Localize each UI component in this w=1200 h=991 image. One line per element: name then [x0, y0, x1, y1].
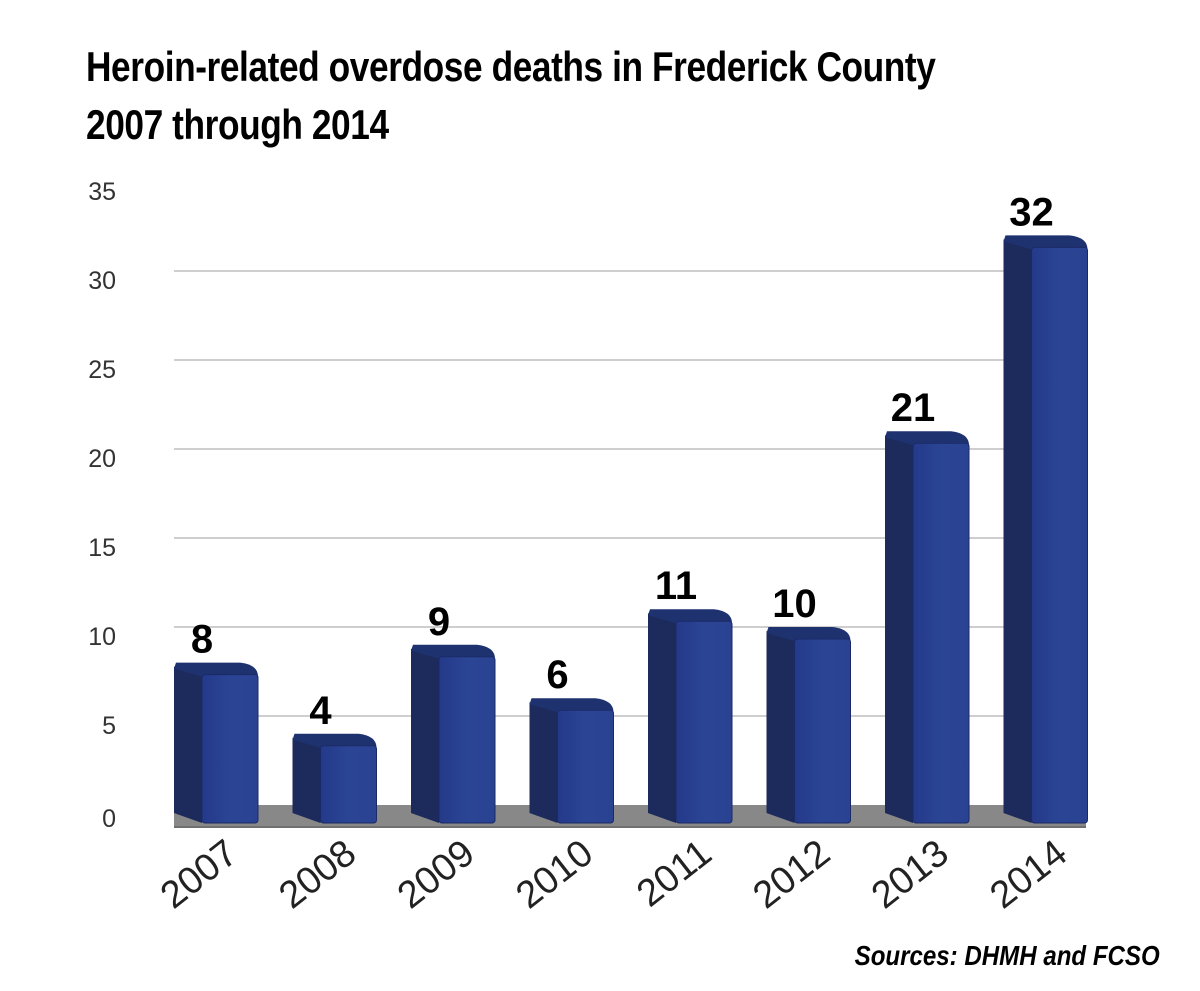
bar-side-2008	[292, 737, 321, 823]
data-label-2009: 9	[428, 600, 450, 644]
x-tick-label-2009: 2009	[390, 832, 482, 917]
data-label-2011: 11	[655, 564, 697, 608]
y-tick-label: 20	[88, 445, 116, 473]
bar-2008	[320, 745, 377, 824]
y-tick-label: 25	[88, 356, 116, 384]
bar-2007	[201, 674, 259, 824]
x-tick-label-2012: 2012	[746, 832, 838, 917]
x-tick-label-2010: 2010	[509, 832, 601, 917]
bar-2014	[1031, 246, 1088, 824]
bar-top-2012	[766, 627, 851, 641]
bar-2011	[675, 620, 733, 824]
bar-side-2010	[529, 702, 558, 823]
x-tick-label-2008: 2008	[272, 832, 364, 917]
y-tick-label: 15	[88, 534, 116, 562]
data-label-2008: 4	[309, 689, 332, 733]
data-label-2014: 32	[1009, 190, 1054, 234]
bar-2009	[438, 656, 496, 824]
x-tick-label-2014: 2014	[983, 832, 1075, 917]
bar-top-2007	[174, 662, 258, 677]
chart-title-line-2: 2007 through 2014	[86, 101, 389, 148]
bar-top-2010	[529, 698, 614, 713]
bar-top-2009	[411, 644, 495, 659]
y-tick-label: 35	[88, 178, 116, 206]
x-tick-label-2013: 2013	[864, 832, 956, 917]
bar-top-2014	[1003, 235, 1088, 250]
bar-top-2008	[292, 733, 377, 748]
bar-side-2011	[648, 613, 676, 823]
y-tick-label: 5	[102, 712, 116, 740]
data-label-2013: 21	[891, 386, 936, 430]
data-label-2012: 10	[772, 582, 817, 626]
y-tick-label: 30	[88, 267, 116, 295]
bar-side-2012	[766, 631, 795, 823]
x-tick-label-2011: 2011	[629, 832, 719, 915]
bar-side-2013	[885, 435, 913, 823]
bar-top-2013	[885, 431, 969, 446]
source-note: Sources: DHMH and FCSO	[854, 940, 1160, 971]
x-tick-label-2007: 2007	[153, 832, 245, 917]
bar-2013	[912, 442, 970, 824]
chart-title-line-1: Heroin-related overdose deaths in Freder…	[86, 43, 936, 90]
bar-2012	[794, 638, 851, 824]
bar-side-2009	[411, 648, 439, 823]
y-tick-label: 0	[102, 805, 116, 833]
bar-side-2014	[1003, 239, 1032, 823]
bar-2010	[557, 709, 614, 824]
data-label-2007: 8	[191, 618, 213, 662]
data-label-2010: 6	[546, 653, 568, 697]
chart-floor	[174, 805, 1086, 827]
bar-side-2007	[174, 666, 202, 823]
bar-top-2011	[648, 609, 732, 624]
chart-title: Heroin-related overdose deaths in Freder…	[86, 38, 993, 154]
y-tick-label: 10	[88, 623, 116, 651]
